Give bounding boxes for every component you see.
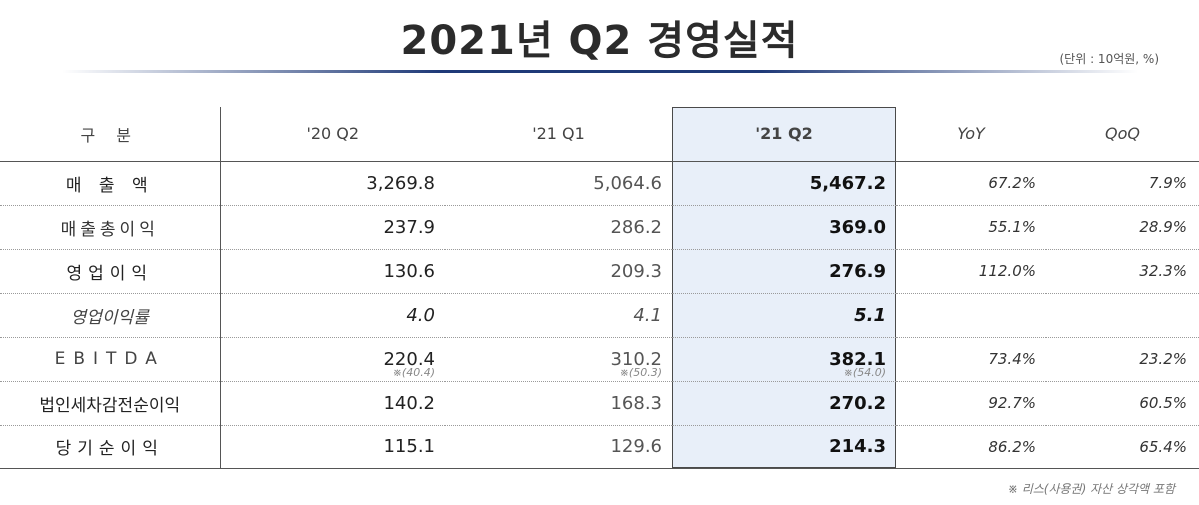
performance-table: 구 분 '20 Q2 '21 Q1 '21 Q2 YoY QoQ 매 출 액 3… — [0, 107, 1199, 469]
cell-yoy: 112.0% — [896, 249, 1046, 294]
cell-qoq: 23.2% — [1046, 337, 1199, 382]
cell-yoy — [896, 293, 1046, 338]
row-label: 법인세차감전순이익 — [0, 381, 221, 426]
cell-q2-2020: 130.6 — [220, 249, 445, 294]
cell-q2-2020: 3,269.8 — [220, 161, 445, 206]
cell-yoy: 67.2% — [896, 161, 1046, 206]
cell-q2-2021: 270.2 — [672, 381, 896, 426]
row-label: 매출총이익 — [0, 205, 221, 250]
cell-qoq: 7.9% — [1046, 161, 1199, 206]
cell-qoq — [1046, 293, 1199, 338]
row-label: 영업이익률 — [0, 293, 221, 338]
cell-q2-2021: 369.0 — [672, 205, 896, 250]
cell-q1-2021: 129.6 — [445, 425, 672, 469]
header-q2-2021: '21 Q2 — [672, 107, 896, 162]
cell-value: 310.2 — [610, 348, 662, 370]
lease-note: ※(50.3) — [619, 365, 662, 379]
page-title: 2021년 Q2 경영실적 — [400, 18, 799, 64]
cell-q2-2021: 382.1 ※(54.0) — [672, 337, 896, 382]
table-row-pretax-income: 법인세차감전순이익 140.2 168.3 270.2 92.7% 60.5% — [0, 381, 1199, 426]
header-q1-2021: '21 Q1 — [445, 107, 672, 162]
cell-q2-2021: 214.3 — [672, 425, 896, 469]
row-label: EBITDA — [0, 337, 221, 382]
header-row: 구 분 '20 Q2 '21 Q1 '21 Q2 YoY QoQ — [0, 107, 1199, 162]
lease-footnote: ※ 리스(사용권) 자산 상각액 포함 — [1007, 482, 1175, 496]
header-q2-2020: '20 Q2 — [220, 107, 445, 162]
cell-q1-2021: 310.2 ※(50.3) — [445, 337, 672, 382]
cell-q1-2021: 4.1 — [445, 293, 672, 338]
cell-qoq: 60.5% — [1046, 381, 1199, 426]
cell-yoy: 86.2% — [896, 425, 1046, 469]
cell-q1-2021: 286.2 — [445, 205, 672, 250]
unit-note: (단위 : 10억원, %) — [1059, 52, 1160, 66]
cell-q2-2021: 5.1 — [672, 293, 896, 338]
row-label: 매 출 액 — [0, 161, 221, 206]
cell-q1-2021: 209.3 — [445, 249, 672, 294]
cell-qoq: 28.9% — [1046, 205, 1199, 250]
cell-q2-2020: 4.0 — [220, 293, 445, 338]
row-label: 당기순이익 — [0, 425, 221, 469]
cell-q2-2020: 140.2 — [220, 381, 445, 426]
title-underline — [62, 70, 1138, 73]
cell-yoy: 92.7% — [896, 381, 1046, 426]
table-row-net-income: 당기순이익 115.1 129.6 214.3 86.2% 65.4% — [0, 425, 1199, 469]
cell-value: 220.4 — [383, 348, 435, 370]
cell-q2-2020: 237.9 — [220, 205, 445, 250]
cell-q2-2021: 5,467.2 — [672, 161, 896, 206]
cell-qoq: 32.3% — [1046, 249, 1199, 294]
cell-yoy: 55.1% — [896, 205, 1046, 250]
cell-value: 382.1 — [829, 348, 886, 370]
table-row-ebitda: EBITDA 220.4 ※(40.4) 310.2 ※(50.3) 382.1… — [0, 337, 1199, 382]
table-row-gross-profit: 매출총이익 237.9 286.2 369.0 55.1% 28.9% — [0, 205, 1199, 250]
cell-q2-2021: 276.9 — [672, 249, 896, 294]
cell-qoq: 65.4% — [1046, 425, 1199, 469]
row-label: 영업이익 — [0, 249, 221, 294]
table-row-operating-margin: 영업이익률 4.0 4.1 5.1 — [0, 293, 1199, 338]
cell-q1-2021: 5,064.6 — [445, 161, 672, 206]
header-category: 구 분 — [0, 107, 221, 162]
cell-q1-2021: 168.3 — [445, 381, 672, 426]
header-yoy: YoY — [896, 107, 1046, 162]
cell-q2-2020: 220.4 ※(40.4) — [220, 337, 445, 382]
cell-yoy: 73.4% — [896, 337, 1046, 382]
table-row-operating-profit: 영업이익 130.6 209.3 276.9 112.0% 32.3% — [0, 249, 1199, 294]
table-row-revenue: 매 출 액 3,269.8 5,064.6 5,467.2 67.2% 7.9% — [0, 161, 1199, 206]
header-qoq: QoQ — [1046, 107, 1199, 162]
lease-note: ※(40.4) — [392, 365, 435, 379]
lease-note: ※(54.0) — [843, 365, 886, 379]
cell-q2-2020: 115.1 — [220, 425, 445, 469]
